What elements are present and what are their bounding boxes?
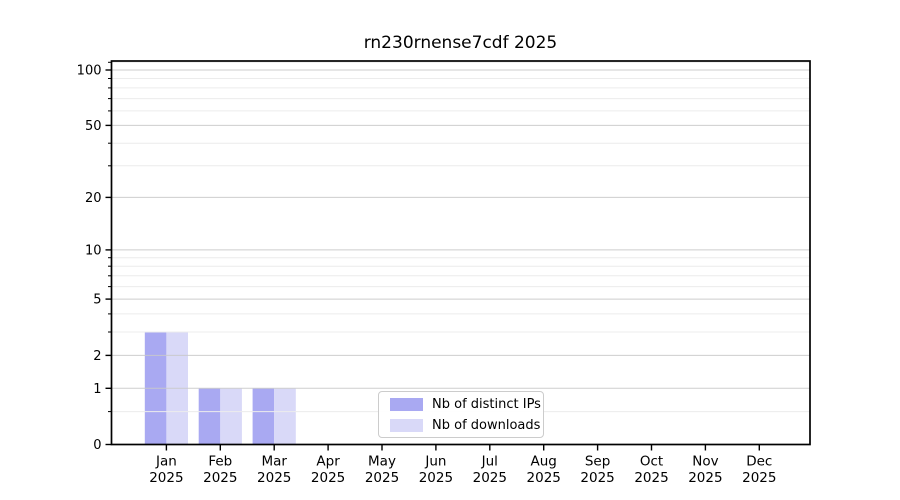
- bar-nb-of-distinct-ips-feb: [198, 388, 221, 445]
- plot-frame: [110, 60, 811, 446]
- legend-swatch-downloads: [390, 418, 423, 432]
- x-tick-label-month: Oct: [640, 454, 663, 470]
- x-tick-label-year: 2025: [149, 470, 183, 486]
- y-tick-label: 20: [85, 191, 102, 206]
- x-tick-label-year: 2025: [203, 470, 237, 486]
- x-tick-label-month: Sep: [585, 454, 610, 470]
- x-tick-label-month: Jul: [481, 454, 498, 470]
- tick-labels-layer: 0125102050100Jan2025Feb2025Mar2025Apr202…: [77, 64, 777, 487]
- x-tick-label-month: Jun: [424, 454, 446, 470]
- axes-frame: [110, 60, 811, 446]
- x-tick-label-month: May: [368, 454, 396, 470]
- y-tick-label: 5: [93, 293, 101, 308]
- x-tick-label-year: 2025: [580, 470, 614, 486]
- x-tick-label-year: 2025: [742, 470, 776, 486]
- x-tick-label-year: 2025: [527, 470, 561, 486]
- y-tick-label: 100: [77, 64, 102, 79]
- legend: Nb of distinct IPs Nb of downloads: [378, 391, 544, 438]
- bar-nb-of-downloads-mar: [274, 388, 296, 445]
- tick-marks-layer: [105, 61, 760, 451]
- bar-nb-of-downloads-feb: [220, 388, 242, 445]
- y-tick-label: 1: [93, 382, 101, 397]
- x-tick-label-year: 2025: [311, 470, 345, 486]
- y-tick-label: 50: [85, 119, 102, 134]
- minor-gridlines-layer: [111, 61, 810, 413]
- chart-title: rn230rnense7cdf 2025: [363, 33, 558, 53]
- major-gridlines-layer: [111, 69, 810, 389]
- legend-label-downloads: Nb of downloads: [432, 417, 541, 433]
- x-tick-label-year: 2025: [634, 470, 668, 486]
- x-tick-label-month: Jan: [155, 454, 177, 470]
- x-tick-label-year: 2025: [419, 470, 453, 486]
- x-tick-label-year: 2025: [365, 470, 399, 486]
- x-tick-label-year: 2025: [473, 470, 507, 486]
- y-tick-label: 10: [85, 243, 102, 258]
- legend-swatch-distinct-ips: [390, 397, 423, 411]
- legend-label-distinct-ips: Nb of distinct IPs: [432, 396, 541, 412]
- legend-item-downloads: Nb of downloads: [379, 416, 543, 435]
- x-tick-label-month: Dec: [746, 454, 772, 470]
- x-tick-label-year: 2025: [688, 470, 722, 486]
- x-tick-label-month: Aug: [531, 454, 557, 470]
- x-tick-label-year: 2025: [257, 470, 291, 486]
- legend-item-distinct-ips: Nb of distinct IPs: [379, 395, 543, 414]
- x-tick-label-month: Apr: [316, 454, 340, 470]
- bars-layer: [144, 332, 296, 445]
- x-tick-label-month: Feb: [208, 454, 232, 470]
- x-tick-label-month: Nov: [692, 454, 718, 470]
- x-tick-label-month: Mar: [261, 454, 287, 470]
- bar-nb-of-distinct-ips-mar: [252, 388, 275, 445]
- y-tick-label: 0: [93, 438, 101, 453]
- y-tick-label: 2: [93, 349, 101, 364]
